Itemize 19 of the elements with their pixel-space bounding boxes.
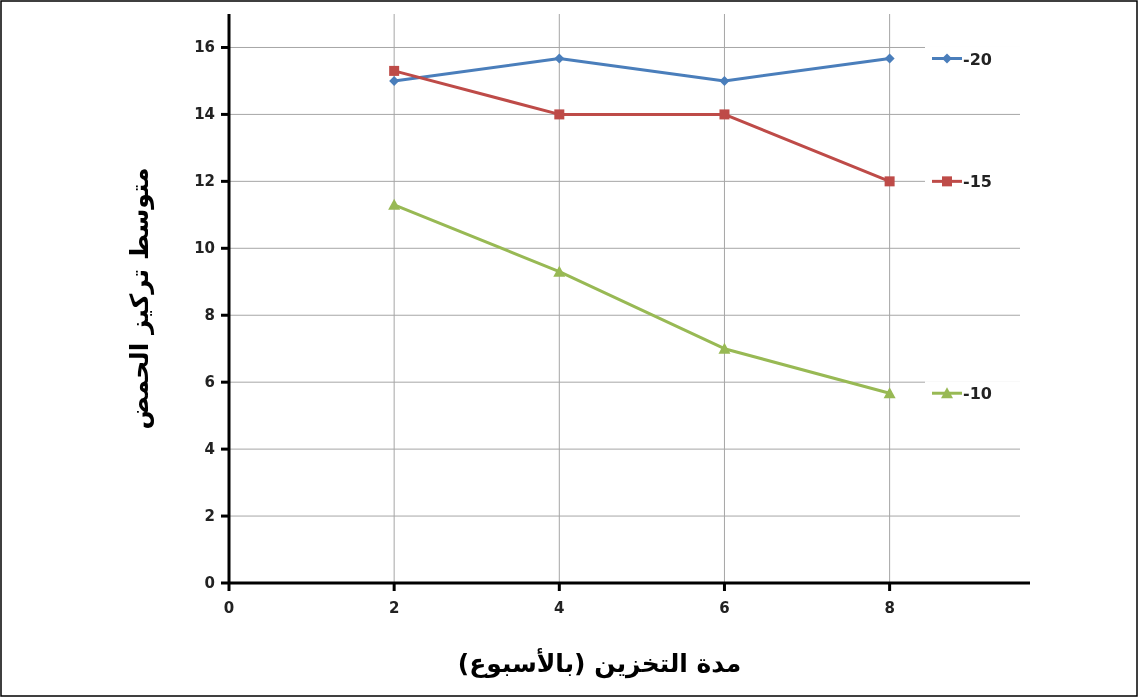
ytick: 6	[204, 373, 215, 392]
xtick: 2	[388, 599, 400, 617]
ytick: 10	[194, 239, 215, 258]
legend-label: -10	[963, 384, 992, 404]
ytick: 14	[194, 105, 215, 124]
xtick: 8	[884, 599, 895, 617]
ytick: 0	[204, 574, 215, 592]
xtick: 0	[223, 599, 235, 617]
ylabel: متوسط تركيز الحمض	[125, 167, 154, 430]
xtick: 4	[554, 599, 565, 617]
ytick: 8	[204, 306, 215, 325]
xlabel: مدة التخزين (بالأسبوع)	[457, 649, 742, 678]
legend-label: -20	[963, 49, 992, 69]
ytick: 16	[194, 38, 215, 57]
xtick: 6	[719, 599, 730, 617]
ytick: 4	[204, 440, 215, 459]
ytick: 12	[194, 172, 215, 191]
ytick: 2	[204, 507, 215, 526]
legend-label: -15	[963, 172, 992, 192]
